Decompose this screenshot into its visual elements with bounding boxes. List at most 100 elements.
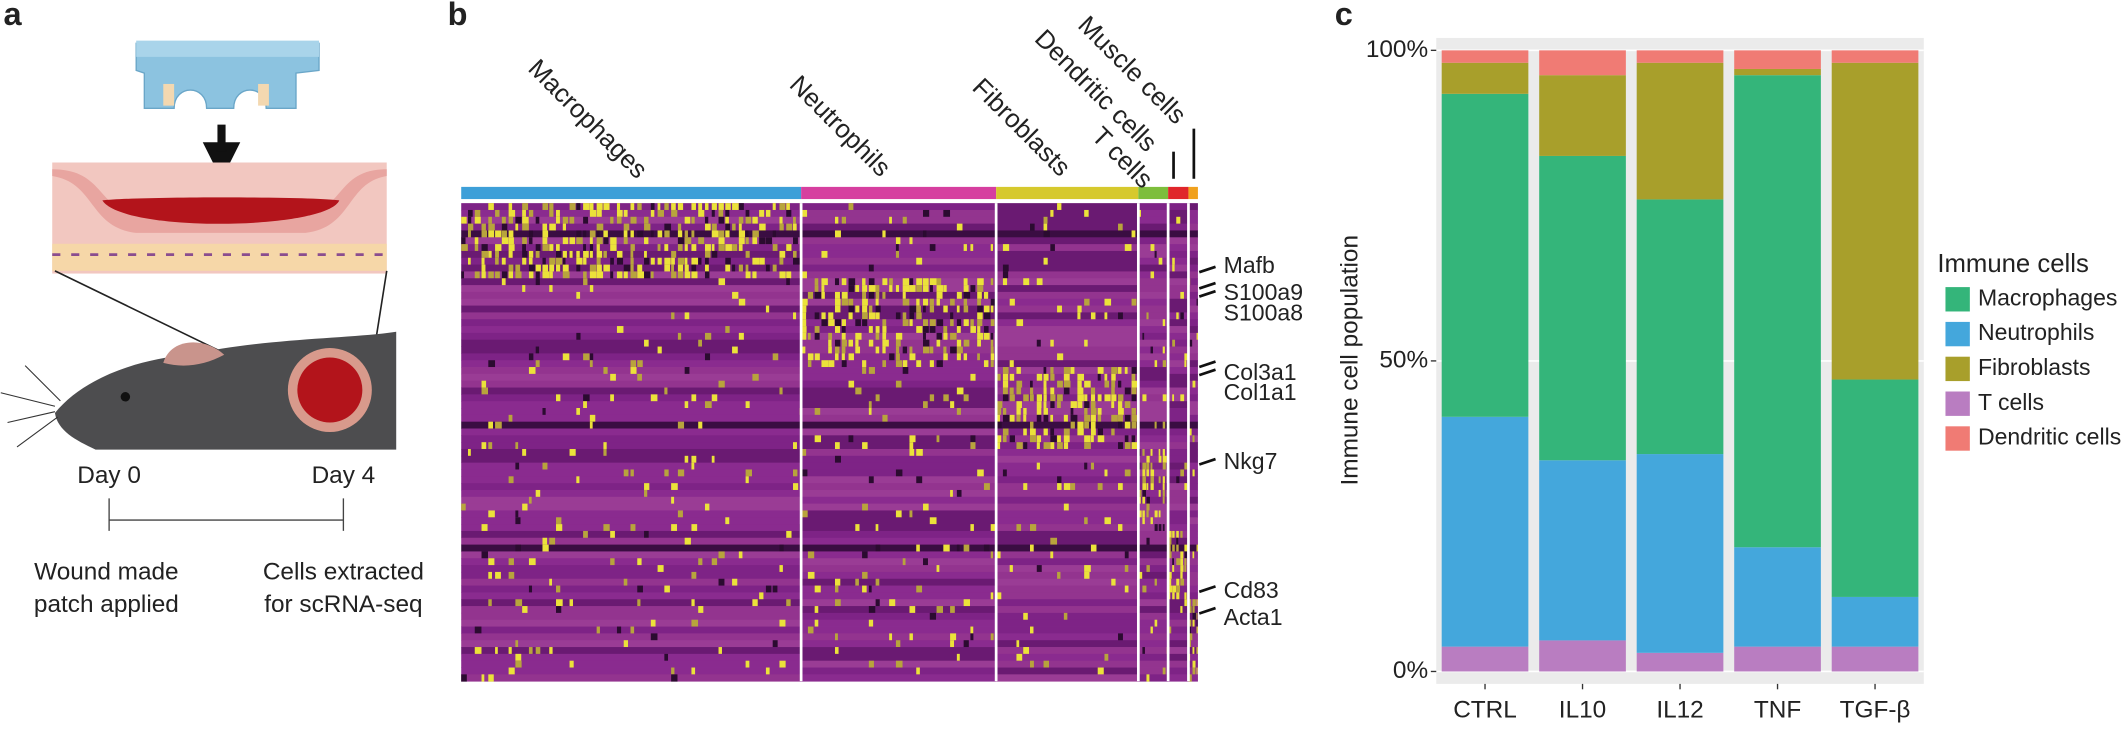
heatmap-row xyxy=(996,285,1139,293)
heatmap-cell xyxy=(923,346,930,354)
heatmap-cell xyxy=(474,216,481,225)
heatmap-cell xyxy=(895,346,900,354)
heatmap-row xyxy=(996,619,1139,627)
heatmap-cell xyxy=(977,319,983,327)
heatmap-row xyxy=(1138,401,1169,409)
heatmap-cell xyxy=(793,312,797,320)
heatmap-cell xyxy=(623,223,630,231)
heatmap-cell xyxy=(929,244,936,252)
heatmap-cell xyxy=(943,209,951,218)
heatmap-row xyxy=(461,674,802,682)
heatmap-cell xyxy=(603,264,610,272)
heatmap-row xyxy=(1138,537,1169,546)
heatmap-cell xyxy=(882,291,886,300)
heatmap-cell xyxy=(704,353,711,361)
heatmap-cell xyxy=(895,469,903,477)
heatmap-cell xyxy=(1146,537,1150,546)
heatmap-cell xyxy=(779,203,786,211)
heatmap-cell xyxy=(779,216,783,225)
legend-swatch xyxy=(1945,287,1970,312)
heatmap-cell xyxy=(583,250,589,259)
heatmap-cell xyxy=(1196,599,1198,607)
heatmap-cell xyxy=(535,271,540,279)
heatmap-cell xyxy=(495,244,502,252)
heatmap-row xyxy=(801,524,997,532)
heatmap-cell xyxy=(963,599,970,607)
heatmap-row xyxy=(996,244,1139,252)
heatmap-cell xyxy=(848,305,855,313)
heatmap-cell xyxy=(1124,469,1131,477)
heatmap-row xyxy=(1138,496,1169,505)
heatmap-cell xyxy=(1104,394,1111,402)
heatmap-row xyxy=(996,448,1139,457)
heatmap-row xyxy=(801,203,997,211)
heatmap-cell xyxy=(556,244,560,252)
heatmap-row xyxy=(1188,209,1198,218)
heatmap-cell xyxy=(1111,578,1116,586)
heatmap-cell xyxy=(1118,524,1123,532)
heatmap-cell xyxy=(1188,606,1192,614)
heatmap-cell xyxy=(1124,387,1131,395)
heatmap-cell xyxy=(929,298,934,306)
heatmap-row xyxy=(1188,571,1198,580)
heatmap-cell xyxy=(1180,291,1184,300)
heatmap-cell xyxy=(1077,373,1085,382)
heatmap-row xyxy=(1188,223,1198,231)
heatmap-cell xyxy=(569,660,574,668)
heatmap-cell xyxy=(1124,367,1128,375)
heatmap-cell xyxy=(1180,558,1184,566)
heatmap-row xyxy=(1138,517,1169,525)
heatmap-cell xyxy=(481,387,489,395)
heatmap-cell xyxy=(1118,312,1123,320)
heatmap-cell xyxy=(684,237,692,245)
heatmap-row xyxy=(1168,633,1189,641)
heatmap-cell xyxy=(909,312,915,320)
heatmap-cell xyxy=(664,387,668,395)
heatmap-row xyxy=(1138,667,1169,675)
heatmap-row xyxy=(1168,264,1189,272)
heatmap-cell xyxy=(923,278,929,286)
heatmap-cell xyxy=(862,551,868,559)
heatmap-cell xyxy=(644,257,650,266)
heatmap-cell xyxy=(996,414,1000,423)
heatmap-cell xyxy=(603,230,608,238)
heatmap-cell xyxy=(1084,408,1088,416)
heatmap-cell xyxy=(583,394,590,402)
heatmap-cell xyxy=(1002,414,1010,423)
heatmap-cell xyxy=(765,264,770,272)
heatmap-cell xyxy=(895,332,903,341)
heatmap-row xyxy=(801,626,997,634)
heatmap-row xyxy=(801,264,997,272)
heatmap-cell xyxy=(576,203,581,211)
heatmap-cell xyxy=(610,530,615,539)
heatmap-row xyxy=(1138,216,1169,225)
heatmap-cell xyxy=(671,312,675,320)
heatmap-cell xyxy=(956,353,961,361)
heatmap-row xyxy=(1168,380,1189,388)
heatmap-cell xyxy=(1131,421,1137,429)
y-tick-label: 50% xyxy=(1379,346,1428,373)
heatmap-cell xyxy=(807,360,812,368)
heatmap-row xyxy=(1188,633,1198,641)
heatmap-cell xyxy=(1196,544,1198,552)
heatmap-row xyxy=(1138,387,1169,395)
heatmap-cell xyxy=(1023,278,1030,286)
heatmap-cell xyxy=(923,285,929,293)
heatmap-row xyxy=(996,298,1139,306)
heatmap-cell xyxy=(1146,462,1150,470)
heatmap-cell xyxy=(1154,578,1157,586)
heatmap-cell xyxy=(977,326,981,334)
heatmap-cell xyxy=(589,244,594,252)
heatmap-row xyxy=(801,558,997,566)
heatmap-row xyxy=(801,599,997,607)
heatmap-row xyxy=(1188,565,1198,573)
heatmap-cell xyxy=(522,244,526,252)
heatmap-cell xyxy=(909,237,913,245)
heatmap-cell xyxy=(828,339,832,347)
heatmap-cell xyxy=(1176,216,1181,225)
heatmap-cell xyxy=(848,353,854,361)
heatmap-cell xyxy=(752,237,758,245)
heatmap-cell xyxy=(1162,462,1166,470)
heatmap-cell xyxy=(535,278,540,286)
heatmap-cell xyxy=(834,298,841,306)
